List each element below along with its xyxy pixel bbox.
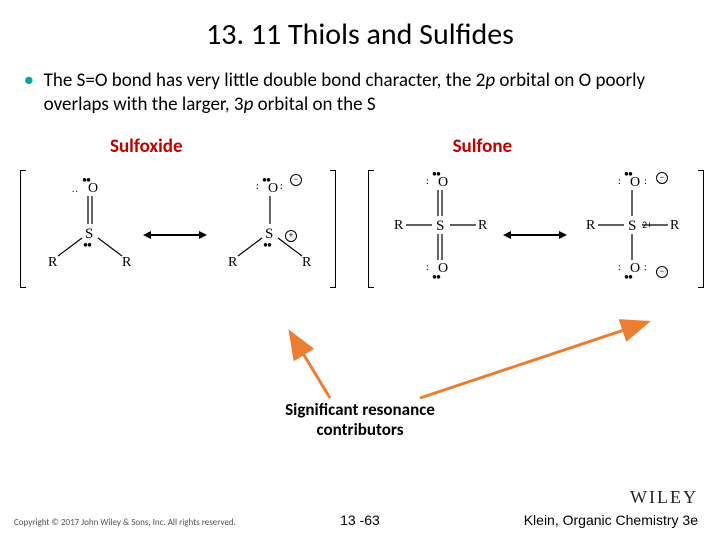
resonance-arrow-icon [150,234,200,236]
svg-text::: : [70,190,83,192]
svg-text:••: •• [263,238,272,251]
book-reference: Klein, Organic Chemistry 3e [524,512,698,528]
svg-text:••: •• [432,170,441,180]
bracket-right-open [368,170,374,288]
structure-sulfone-ionic: O •• : : S R R O •• : : 2+ [568,170,698,290]
structure-sulfone-neutral: O •• : S R R O •• : [376,170,506,290]
bullet-dot-icon: ● [24,69,34,117]
bullet-text: The S=O bond has very little double bond… [44,69,696,117]
bracket-left-close [330,170,336,288]
svg-text:••: •• [624,170,633,180]
significant-resonance-label: Significant resonance contributors [260,400,460,439]
svg-text::: : [280,179,282,192]
svg-text::: : [644,260,646,273]
wiley-logo: WILEY [630,487,698,508]
resonance-diagram: O •• : S •• R R O •• : : S •• R R − + O … [10,162,710,332]
bracket-left-open [20,170,26,288]
charge-minus-icon: − [656,266,668,278]
svg-text::: : [644,174,646,187]
svg-text:R: R [394,218,404,233]
label-sulfone: Sulfone [453,135,513,158]
structure-sulfoxide-ionic: O •• : : S •• R R [210,174,330,284]
charge-plus-icon: + [285,230,297,242]
svg-text:R: R [122,255,132,270]
svg-text:R: R [670,218,680,233]
svg-text::: : [618,174,620,187]
structure-sulfoxide-neutral: O •• : S •• R R [30,174,150,284]
svg-text::: : [256,179,258,192]
svg-text:S: S [628,218,636,234]
svg-text:R: R [478,218,488,233]
charge-minus-icon: − [656,172,668,184]
bracket-right-close [698,170,704,288]
page-number: 13 -63 [340,512,380,528]
svg-text::: : [618,260,620,273]
structure-labels: Sulfoxide Sulfone [0,117,720,158]
svg-text:S: S [436,218,444,234]
svg-text:••: •• [82,174,91,186]
svg-text:R: R [302,255,312,270]
slide-title: 13. 11 Thiols and Sulfides [0,0,720,53]
bullet-item: ● The S=O bond has very little double bo… [0,53,720,117]
svg-text:2+: 2+ [642,218,652,231]
resonance-arrow-icon [510,234,560,236]
copyright-text: Copyright © 2017 John Wiley & Sons, Inc.… [14,517,236,528]
label-sulfoxide: Sulfoxide [110,135,183,158]
svg-text:••: •• [624,270,633,283]
svg-text:R: R [586,218,596,233]
svg-text:••: •• [83,238,92,251]
svg-text::: : [426,174,428,187]
svg-text:••: •• [432,270,441,283]
svg-text:••: •• [262,174,271,186]
svg-text:R: R [228,255,238,270]
svg-text:R: R [48,255,58,270]
svg-text::: : [426,260,428,273]
charge-minus-icon: − [290,174,302,186]
